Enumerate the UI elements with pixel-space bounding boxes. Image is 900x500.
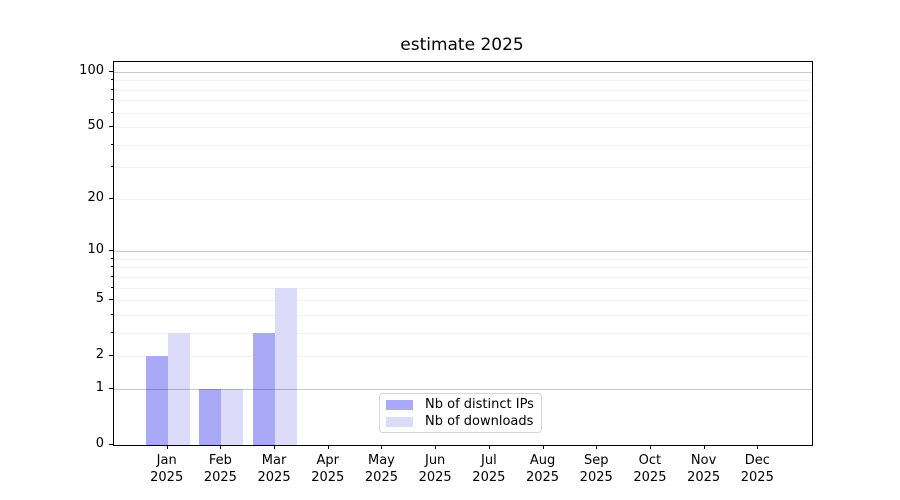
x-tick-label: Apr 2025	[311, 453, 345, 485]
x-tick-label: Sep 2025	[579, 453, 613, 485]
gridline	[114, 167, 812, 169]
x-tick	[327, 445, 329, 449]
y-minor-tick	[111, 88, 113, 90]
x-tick	[166, 445, 168, 449]
gridline	[114, 127, 812, 129]
legend-item: Nb of downloads	[386, 413, 535, 430]
y-tick-label: 0	[95, 436, 104, 451]
y-tick	[109, 355, 113, 357]
y-minor-tick	[111, 286, 113, 288]
legend-label: Nb of distinct IPs	[425, 397, 534, 412]
x-tick	[542, 445, 544, 449]
x-tick-label: Nov 2025	[687, 453, 721, 485]
x-tick	[596, 445, 598, 449]
legend: Nb of distinct IPs Nb of downloads	[379, 393, 542, 433]
gridline	[114, 267, 812, 269]
gridline	[114, 198, 812, 200]
y-tick	[109, 197, 113, 199]
bar-downloads-mar	[275, 287, 298, 445]
y-tick-label: 1	[95, 379, 104, 395]
bar-downloads-feb	[221, 388, 244, 445]
y-tick	[109, 299, 113, 301]
bar-ips-feb	[199, 388, 222, 445]
y-tick-label: 10	[87, 242, 104, 258]
gridline	[114, 89, 812, 91]
legend-item: Nb of distinct IPs	[386, 396, 535, 413]
legend-swatch-downloads	[386, 416, 413, 427]
gridline	[114, 80, 812, 82]
gridline	[114, 388, 812, 390]
gridline	[114, 300, 812, 302]
y-minor-tick	[111, 275, 113, 277]
x-tick	[274, 445, 276, 449]
y-minor-tick	[111, 143, 113, 145]
x-tick-label: Aug 2025	[525, 453, 560, 485]
chart-title: estimate 2025	[400, 35, 524, 55]
x-tick-label: Oct 2025	[633, 453, 667, 485]
x-tick-label: Jun 2025	[418, 453, 452, 485]
y-minor-tick	[111, 111, 113, 113]
y-tick-label: 5	[95, 291, 104, 307]
gridline	[114, 112, 812, 114]
bar-ips-mar	[253, 332, 276, 445]
bar-ips-jan	[145, 356, 168, 445]
x-tick	[757, 445, 759, 449]
y-tick	[109, 126, 113, 128]
y-tick	[109, 387, 113, 389]
y-minor-tick	[111, 257, 113, 259]
gridline	[114, 258, 812, 260]
gridline	[114, 251, 812, 253]
x-tick	[220, 445, 222, 449]
y-minor-tick	[111, 79, 113, 81]
x-tick-label: Mar 2025	[257, 453, 291, 485]
x-tick	[703, 445, 705, 449]
y-tick	[109, 444, 113, 445]
x-tick	[435, 445, 437, 449]
plot-area: Nb of distinct IPs Nb of downloads	[113, 61, 813, 446]
legend-label: Nb of downloads	[425, 414, 534, 429]
legend-swatch-distinct-ips	[386, 399, 413, 410]
x-tick-label: Jan 2025	[150, 453, 184, 485]
y-minor-tick	[111, 99, 113, 101]
x-tick-label: Feb 2025	[203, 453, 237, 485]
gridline	[114, 287, 812, 289]
y-tick-label: 50	[87, 118, 104, 134]
y-minor-tick	[111, 331, 113, 333]
bar-downloads-jan	[167, 332, 190, 445]
y-tick-label: 20	[87, 189, 104, 205]
gridline	[114, 144, 812, 146]
gridline	[114, 314, 812, 316]
x-tick-label: Dec 2025	[740, 453, 774, 485]
y-minor-tick	[111, 266, 113, 268]
x-tick-label: Jul 2025	[472, 453, 506, 485]
gridline	[114, 100, 812, 102]
y-tick	[109, 250, 113, 252]
gridline	[114, 276, 812, 278]
gridline	[114, 332, 812, 334]
x-tick-label: May 2025	[364, 453, 398, 485]
x-tick	[649, 445, 651, 449]
y-tick-label: 2	[95, 347, 104, 363]
gridline	[114, 356, 812, 358]
x-tick	[488, 445, 490, 449]
y-minor-tick	[111, 313, 113, 315]
y-tick	[109, 70, 113, 72]
y-tick-label: 100	[79, 62, 104, 78]
gridline	[114, 71, 812, 73]
x-tick	[381, 445, 383, 449]
y-minor-tick	[111, 166, 113, 168]
